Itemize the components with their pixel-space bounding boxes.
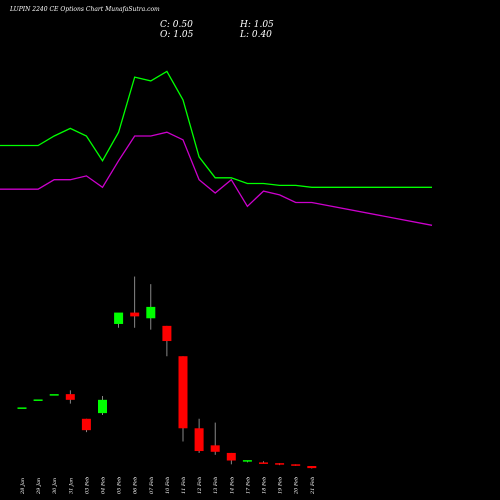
candle-body: [178, 356, 188, 429]
candle-body: [242, 460, 252, 462]
candle-body: [146, 306, 156, 319]
x-tick-label: 05 Feb: [117, 477, 123, 494]
open-value: O: 1.05: [160, 30, 194, 40]
lower-indicator-line: [0, 131, 433, 226]
candle-body: [291, 464, 301, 466]
candle-body: [17, 407, 27, 409]
x-tick-label: 04 Feb: [101, 477, 107, 494]
candle-body: [226, 452, 236, 461]
x-tick-label: 14 Feb: [229, 477, 235, 494]
candle-body: [307, 466, 317, 469]
candle-body: [49, 394, 59, 396]
candle-body: [114, 312, 124, 324]
chart-title: LUPIN 2240 CE Options Chart MunafaSutra.…: [10, 6, 160, 13]
x-tick-label: 30 Jan: [52, 478, 58, 494]
candle-body: [259, 462, 268, 464]
high-value: H: 1.05: [240, 20, 274, 30]
x-tick-label: 07 Feb: [149, 477, 155, 494]
candle-body: [81, 418, 91, 431]
x-tick-label: 13 Feb: [213, 477, 219, 494]
candle-body: [130, 312, 140, 317]
x-tick-label: 21 Feb: [310, 477, 316, 495]
close-value: C: 0.50: [160, 20, 193, 30]
x-tick-label: 06 Feb: [133, 477, 139, 494]
candle-body: [194, 428, 204, 452]
candle-body: [162, 325, 172, 342]
candle-body: [65, 394, 75, 400]
x-tick-label: 03 Feb: [84, 477, 90, 494]
x-tick-label: 31 Jan: [68, 478, 74, 494]
x-tick-label: 18 Feb: [262, 477, 268, 494]
x-tick-label: 29 Jan: [36, 478, 42, 495]
candle-body: [98, 399, 107, 414]
x-tick-label: 12 Feb: [197, 477, 203, 494]
x-tick-label: 17 Feb: [245, 477, 251, 494]
candle-body: [210, 445, 220, 452]
x-tick-label: 20 Feb: [294, 477, 300, 495]
x-tick-label: 10 Feb: [165, 477, 171, 494]
candle-body: [33, 399, 43, 401]
upper-indicator-line: [0, 70, 432, 188]
candle-body: [275, 463, 285, 465]
low-value: L: 0.40: [240, 30, 272, 40]
x-tick-label: 28 Jan: [20, 478, 26, 495]
x-tick-label: 11 Feb: [181, 477, 187, 494]
x-tick-label: 19 Feb: [278, 477, 284, 494]
